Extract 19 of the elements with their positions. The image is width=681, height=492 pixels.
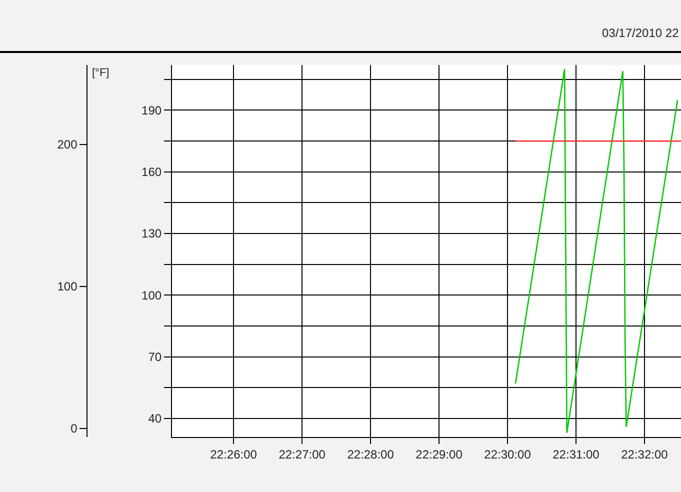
chart-title: 03/17/2010 22 bbox=[602, 26, 680, 40]
x-tick-label: 22:32:00 bbox=[621, 447, 668, 462]
x-tick-label: 22:28:00 bbox=[347, 447, 394, 462]
y-tick-label: 190 bbox=[142, 103, 162, 118]
y-tick-label: 130 bbox=[142, 226, 162, 241]
y2-tick-label: 200 bbox=[57, 138, 78, 152]
y-tick-label: 100 bbox=[142, 288, 162, 302]
x-tick-label: 22:30:00 bbox=[484, 447, 532, 462]
y-tick-label: 70 bbox=[148, 350, 162, 364]
x-tick-label: 22:26:00 bbox=[210, 447, 258, 462]
x-tick-label: 22:31:00 bbox=[552, 447, 600, 462]
y2-axis-title: [°F] bbox=[92, 67, 110, 79]
x-tick-label: 22:29:00 bbox=[416, 447, 463, 462]
line-series bbox=[514, 68, 678, 434]
y2-tick-label: 100 bbox=[57, 280, 78, 294]
x-tick-label: 22:27:00 bbox=[278, 447, 326, 462]
y-tick-label: 160 bbox=[142, 165, 162, 180]
y-tick-label: 40 bbox=[148, 412, 162, 426]
y2-tick-label: 0 bbox=[70, 422, 78, 436]
